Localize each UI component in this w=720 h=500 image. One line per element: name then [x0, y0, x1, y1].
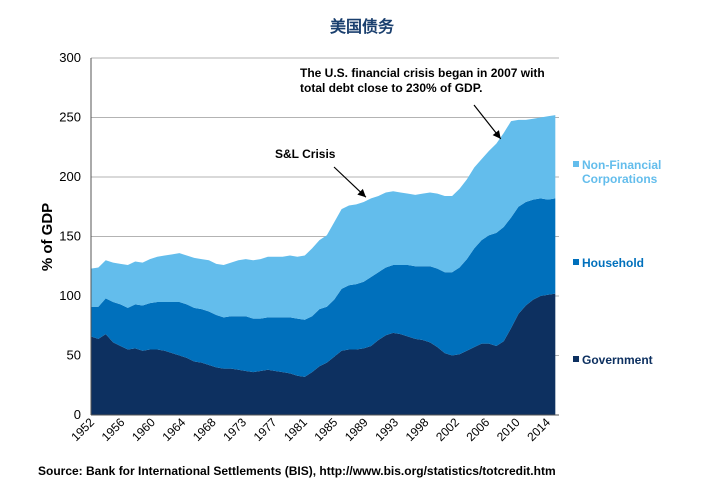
x-tick-label-1964: 1964	[160, 415, 189, 444]
area-household	[91, 198, 556, 377]
annotation-2-arrowhead	[357, 188, 366, 198]
annotation-2-line-1: S&L Crisis	[275, 147, 336, 161]
x-tick-label-1985: 1985	[312, 415, 341, 444]
y-tick-label-300: 300	[59, 50, 81, 65]
y-tick-label-100: 100	[59, 288, 81, 303]
y-tick-label-50: 50	[67, 348, 81, 363]
annotation-1-line-1: The U.S. financial crisis began in 2007 …	[300, 66, 545, 80]
annotation-1-line-2: total debt close to 230% of GDP.	[300, 81, 482, 95]
x-tick-label-1998: 1998	[403, 415, 432, 444]
legend-label-government: Government	[582, 353, 653, 367]
y-tick-label-200: 200	[59, 169, 81, 184]
x-tick-label-1956: 1956	[99, 415, 128, 444]
legend-label-non-financial-corporations: Non-Financial Corporations	[582, 158, 661, 186]
legend-swatch-non-financial-corporations	[573, 161, 579, 167]
x-tick-label-1960: 1960	[129, 415, 158, 444]
y-axis-label: % of GDP	[39, 203, 56, 271]
legend-label-non-financial-corporations-line-2: Corporations	[582, 172, 658, 186]
x-tick-label-1989: 1989	[342, 415, 371, 444]
area-government	[91, 293, 556, 415]
x-tick-label-1993: 1993	[372, 415, 401, 444]
annotation-1-arrowhead	[492, 130, 501, 139]
x-tick-label-2006: 2006	[464, 415, 493, 444]
x-tick-label-1968: 1968	[190, 415, 219, 444]
chart-title: 美国债务	[330, 17, 395, 36]
y-tick-labels: 0 50 100 150 200 250 300	[59, 50, 81, 422]
axes	[90, 58, 559, 416]
x-tick-labels: 1952 1956 1960 1964 1968 1973 1977 1981 1985 1989…	[68, 415, 553, 444]
legend-label-non-financial-corporations-line-1: Non-Financial	[582, 158, 661, 172]
legend: Government Household Non-Financial Corporat…	[573, 158, 661, 367]
annotations: The U.S. financial crisis began in 2007 …	[275, 66, 545, 198]
legend-swatch-household	[573, 259, 579, 265]
x-tick-label-2014: 2014	[524, 415, 553, 444]
source-note: Source: Bank for International Settlemen…	[38, 464, 556, 478]
y-tick-label-250: 250	[59, 110, 81, 125]
legend-label-household: Household	[582, 256, 644, 270]
y-tick-label-0: 0	[74, 407, 81, 422]
x-tick-label-2002: 2002	[433, 415, 462, 444]
x-tick-label-1952: 1952	[68, 415, 97, 444]
annotation-1-text: The U.S. financial crisis began in 2007 …	[300, 66, 545, 95]
legend-label-government-line-1: Government	[582, 353, 653, 367]
area-non-financial-corporations	[91, 115, 556, 320]
stacked-areas	[91, 115, 556, 415]
legend-label-household-line-1: Household	[582, 256, 644, 270]
x-tick-label-1973: 1973	[220, 415, 249, 444]
legend-swatch-government	[573, 356, 579, 362]
annotation-2-text: S&L Crisis	[275, 147, 336, 161]
x-tick-label-2010: 2010	[494, 415, 523, 444]
x-tick-label-1981: 1981	[281, 415, 310, 444]
y-tick-label-150: 150	[59, 229, 81, 244]
x-tick-label-1977: 1977	[251, 415, 280, 444]
